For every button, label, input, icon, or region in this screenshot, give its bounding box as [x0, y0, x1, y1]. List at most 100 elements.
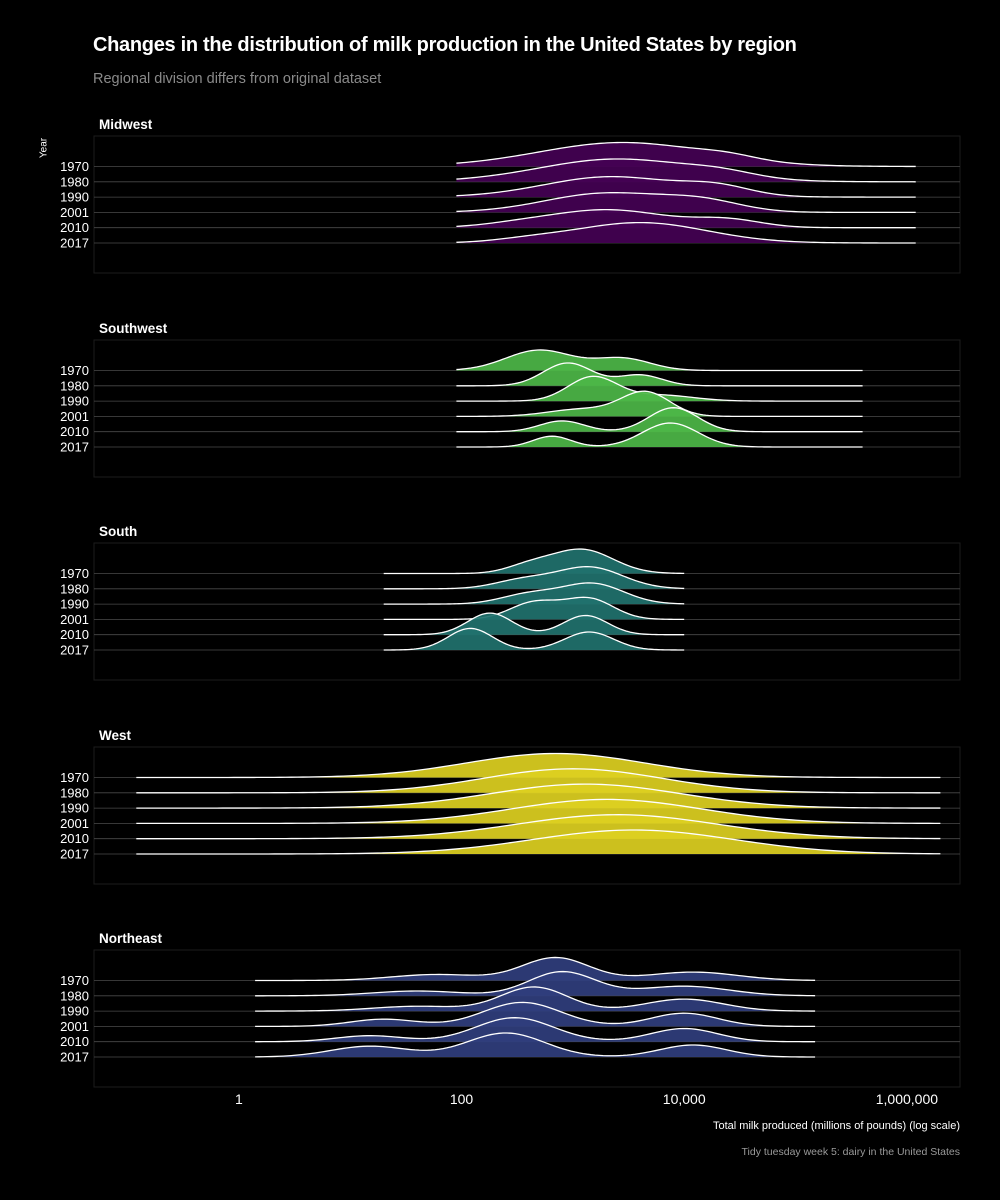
panel-label: West: [99, 728, 132, 743]
ridge-midwest-2017: [456, 221, 916, 244]
ridge-west-2001: [136, 798, 941, 825]
ridge-northeast-1970: [255, 956, 816, 982]
year-tick-label: 2001: [60, 612, 89, 627]
ridge-line: [456, 141, 916, 168]
year-tick-label: 1980: [60, 174, 89, 189]
ridge-line: [255, 1001, 816, 1028]
ridge-fill: [456, 222, 916, 243]
ridge-southwest-2017: [456, 422, 863, 448]
ridge-line: [136, 783, 941, 809]
ridge-fill: [456, 209, 916, 228]
ridge-line: [136, 829, 941, 855]
ridge-line: [383, 566, 685, 590]
ridge-fill: [255, 957, 816, 981]
year-tick-label: 2017: [60, 440, 89, 455]
ridge-midwest-1990: [456, 176, 916, 198]
ridge-south-2017: [383, 627, 685, 651]
year-tick-label: 2017: [60, 643, 89, 658]
ridge-fill: [383, 597, 685, 620]
year-tick-label: 2001: [60, 816, 89, 831]
ridge-northeast-1990: [255, 986, 816, 1012]
year-tick-label: 2010: [60, 831, 89, 846]
ridge-line: [456, 407, 863, 433]
ridge-west-2017: [136, 829, 941, 855]
ridge-fill: [383, 566, 685, 589]
ridge-line: [255, 1032, 816, 1058]
ridge-line: [456, 176, 916, 198]
ridge-southwest-2010: [456, 407, 863, 433]
ridge-line: [383, 582, 685, 605]
chart-caption: Tidy tuesday week 5: dairy in the United…: [741, 1146, 960, 1158]
ridge-line: [383, 627, 685, 651]
ridge-south-2010: [383, 612, 685, 636]
ridge-line: [136, 814, 941, 840]
year-tick-label: 2010: [60, 220, 89, 235]
year-tick-label: 1980: [60, 785, 89, 800]
ridge-fill: [456, 158, 916, 182]
year-tick-label: 2010: [60, 627, 89, 642]
chart-title: Changes in the distribution of milk prod…: [93, 34, 797, 56]
ridge-west-1970: [136, 752, 941, 779]
ridge-fill: [456, 176, 916, 198]
ridge-fill: [456, 376, 863, 402]
x-axis-label: Total milk produced (millions of pounds)…: [713, 1120, 960, 1132]
x-tick-label: 1,000,000: [876, 1091, 938, 1107]
panel-label: South: [99, 524, 137, 539]
ridge-fill: [383, 582, 685, 605]
year-tick-label: 1970: [60, 770, 89, 785]
ridge-northeast-2001: [255, 1001, 816, 1028]
ridge-fill: [136, 814, 941, 839]
ridge-fill: [255, 986, 816, 1012]
year-tick-label: 1990: [60, 190, 89, 205]
ridge-southwest-1990: [456, 375, 863, 402]
ridge-midwest-2001: [456, 192, 916, 214]
year-tick-label: 2001: [60, 409, 89, 424]
ridge-south-1990: [383, 582, 685, 605]
ridge-west-1990: [136, 783, 941, 809]
ridge-fill: [136, 799, 941, 824]
ridge-line: [136, 768, 941, 794]
year-tick-label: 1970: [60, 159, 89, 174]
ridge-northeast-2017: [255, 1032, 816, 1058]
x-tick-label: 1: [235, 1091, 243, 1107]
year-tick-label: 1990: [60, 597, 89, 612]
ridge-midwest-1970: [456, 141, 916, 168]
ridge-line: [255, 970, 816, 997]
ridge-line: [456, 362, 863, 387]
year-tick-label: 1990: [60, 1004, 89, 1019]
ridge-fill: [255, 971, 816, 996]
ridge-fill: [456, 192, 916, 213]
ridge-northeast-2010: [255, 1017, 816, 1043]
ridge-fill: [136, 753, 941, 778]
ridge-line: [456, 158, 916, 183]
ridge-line: [383, 596, 685, 621]
ridge-south-2001: [383, 596, 685, 621]
ridge-fill: [383, 549, 685, 574]
ridge-fill: [383, 628, 685, 650]
year-tick-label: 1980: [60, 378, 89, 393]
ridge-west-1980: [136, 768, 941, 794]
ridge-line: [456, 390, 863, 418]
ridge-line: [456, 209, 916, 229]
year-tick-label: 1980: [60, 988, 89, 1003]
ridge-fill: [456, 362, 863, 386]
year-tick-label: 1990: [60, 801, 89, 816]
ridge-fill: [456, 391, 863, 417]
chart-subtitle: Regional division differs from original …: [93, 71, 382, 87]
year-tick-label: 2017: [60, 1050, 89, 1065]
year-tick-label: 2001: [60, 205, 89, 220]
year-tick-label: 2017: [60, 236, 89, 251]
ridge-line: [456, 422, 863, 448]
ridge-line: [136, 798, 941, 825]
year-tick-label: 1970: [60, 973, 89, 988]
panel-label: Midwest: [99, 117, 153, 132]
ridge-fill: [383, 613, 685, 635]
panel-label: Southwest: [99, 321, 168, 336]
